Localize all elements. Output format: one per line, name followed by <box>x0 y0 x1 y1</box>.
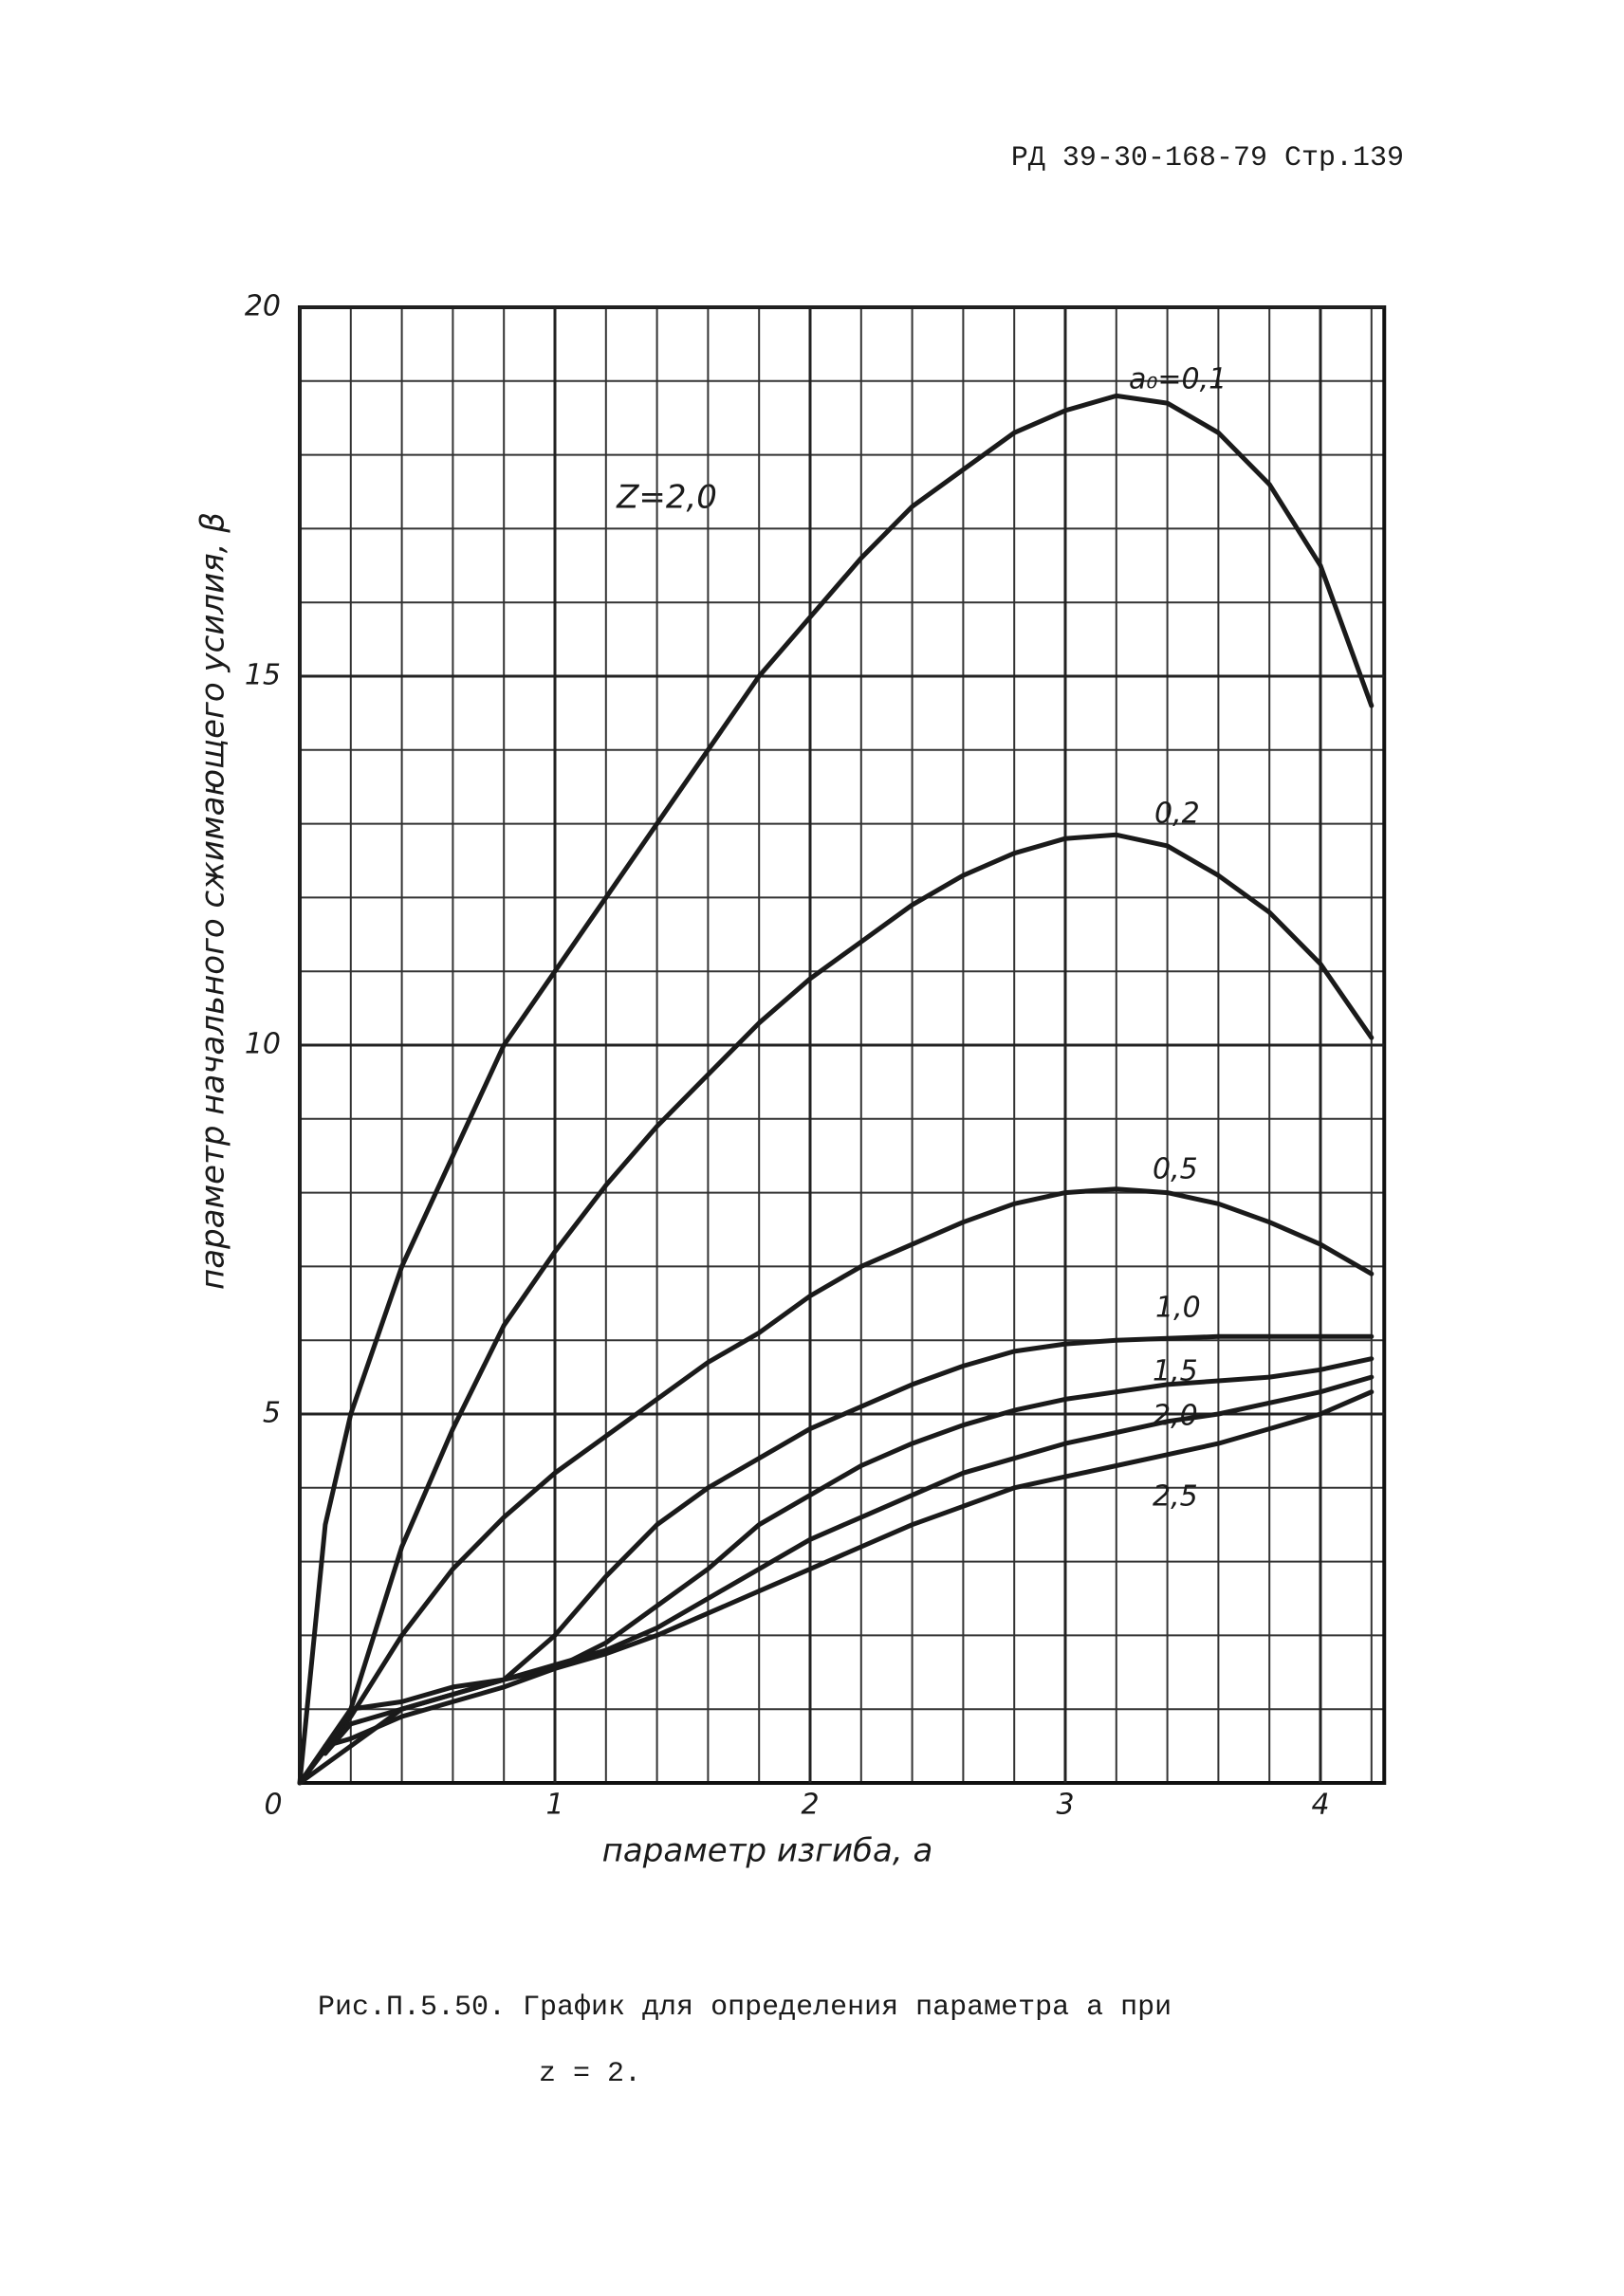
y-axis-label: параметр начального сжимающего усилия, β <box>194 512 232 1290</box>
series-line <box>297 393 1375 1786</box>
series-label: 2,5 <box>1153 1480 1198 1514</box>
x-tick-label: 0 <box>264 1789 282 1822</box>
y-tick-label: 15 <box>245 659 281 692</box>
series-label: 0,2 <box>1154 798 1200 831</box>
series-line <box>323 1374 1375 1756</box>
x-tick-label: 4 <box>1311 1789 1329 1822</box>
x-tick-label: 2 <box>801 1789 819 1822</box>
x-tick-label: 3 <box>1056 1789 1074 1822</box>
series-label: a₀=0,1 <box>1129 363 1227 396</box>
series-label: 0,5 <box>1153 1153 1198 1186</box>
x-tick-label: 1 <box>545 1789 563 1822</box>
y-tick-label: 5 <box>263 1397 281 1430</box>
series-label: 1,0 <box>1155 1292 1201 1325</box>
series-line <box>297 832 1375 1786</box>
caption-line: Рис.П.5.50. График для определения парам… <box>318 1992 1172 2024</box>
series-label: 2,0 <box>1153 1400 1198 1433</box>
caption-line: z = 2. <box>539 2058 641 2090</box>
y-tick-label: 20 <box>245 290 281 323</box>
page-header: РД 39-30-168-79 Стр.139 <box>1011 142 1404 174</box>
annotation: Z=2,0 <box>616 479 717 517</box>
series-line <box>297 1186 1375 1786</box>
y-tick-label: 10 <box>245 1028 281 1061</box>
series-line <box>323 1356 1375 1756</box>
series-line <box>323 1389 1375 1749</box>
series-label: 1,5 <box>1153 1355 1198 1388</box>
x-axis-label: параметр изгиба, a <box>602 1832 933 1870</box>
